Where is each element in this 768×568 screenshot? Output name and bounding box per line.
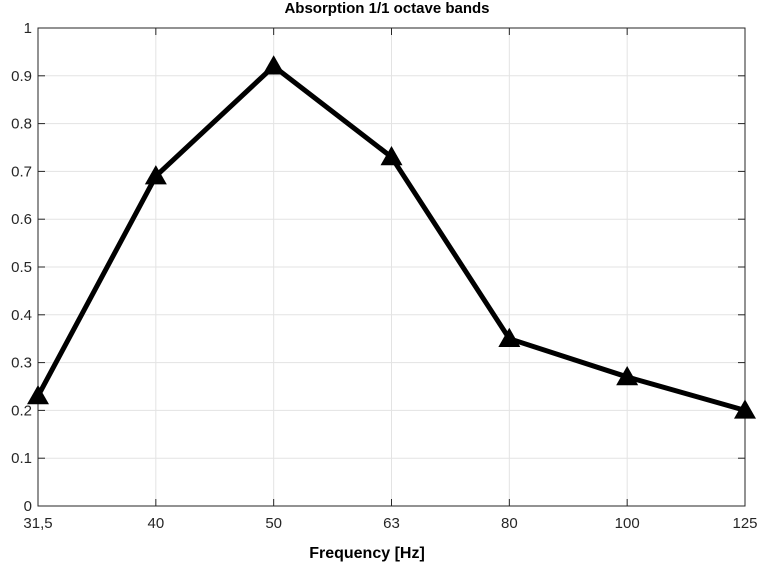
x-tick-label: 31,5 (23, 515, 52, 532)
y-tick-label: 0.9 (11, 68, 32, 85)
data-point-marker (144, 165, 167, 185)
y-tick-label: 0.4 (11, 307, 32, 324)
grid-lines (38, 28, 745, 506)
x-axis-label: Frequency [Hz] (309, 545, 425, 562)
x-tick-label: 63 (383, 515, 400, 532)
data-point-marker (262, 55, 285, 75)
data-point-marker (734, 399, 756, 419)
data-point-marker (380, 146, 403, 166)
x-tick-label: 100 (615, 515, 640, 532)
y-tick-label: 1 (24, 20, 32, 37)
y-tick-label: 0 (24, 498, 32, 515)
y-tick-label: 0.1 (11, 450, 32, 467)
x-tick-label: 50 (265, 515, 282, 532)
y-tick-label: 0.8 (11, 116, 32, 133)
chart-title: Absorption 1/1 octave bands (284, 0, 489, 17)
x-tick-label: 80 (501, 515, 518, 532)
data-point-marker (498, 327, 521, 347)
y-tick-label: 0.5 (11, 259, 32, 276)
data-point-marker (27, 385, 49, 405)
y-tick-label: 0.2 (11, 402, 32, 419)
axis-ticks: 31,5 40 50 63 80 100 125 0 0.1 0.2 0.3 0.4 0.5 0.6 0.7… (11, 20, 757, 532)
data-point-marker (616, 365, 639, 386)
data-series (27, 55, 756, 419)
x-tick-label: 125 (732, 515, 757, 532)
x-tick-label: 40 (147, 515, 164, 532)
y-tick-label: 0.3 (11, 355, 32, 372)
y-tick-label: 0.7 (11, 163, 32, 180)
y-tick-label: 0.6 (11, 211, 32, 228)
